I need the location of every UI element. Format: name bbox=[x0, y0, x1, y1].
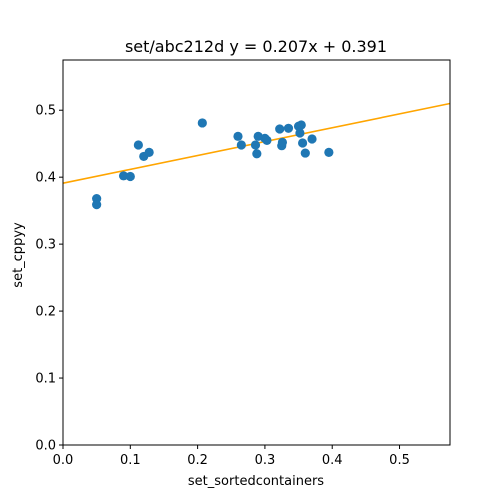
data-point bbox=[324, 147, 334, 157]
data-point bbox=[295, 128, 305, 138]
chart-title: set/abc212d y = 0.207x + 0.391 bbox=[125, 37, 387, 56]
data-point bbox=[252, 149, 262, 159]
y-tick-label: 0.2 bbox=[35, 305, 56, 320]
y-tick-label: 0.1 bbox=[35, 372, 56, 387]
y-tick-label: 0.5 bbox=[35, 104, 56, 119]
y-tick-label: 0.4 bbox=[35, 171, 56, 186]
data-point bbox=[307, 134, 317, 144]
data-point bbox=[300, 148, 310, 158]
data-point bbox=[125, 171, 135, 182]
data-point bbox=[133, 140, 143, 150]
data-point bbox=[233, 131, 243, 141]
y-axis-label: set_cppyy bbox=[11, 222, 26, 288]
data-point bbox=[275, 124, 285, 134]
data-point bbox=[236, 140, 246, 150]
x-tick-label: 0.5 bbox=[389, 453, 410, 468]
plot-frame bbox=[62, 59, 451, 446]
x-axis-ticks: 0.0 0.1 0.2 0.3 0.4 0.5 bbox=[53, 445, 410, 468]
y-tick-label: 0.3 bbox=[35, 238, 56, 253]
x-tick-label: 0.1 bbox=[120, 453, 141, 468]
data-point bbox=[262, 135, 272, 145]
data-point bbox=[298, 138, 308, 148]
x-tick-label: 0.4 bbox=[322, 453, 343, 468]
data-point bbox=[283, 123, 294, 133]
data-point bbox=[250, 140, 261, 150]
x-tick-label: 0.0 bbox=[53, 453, 74, 468]
x-axis-label: set_sortedcontainers bbox=[188, 474, 324, 489]
data-point bbox=[118, 171, 129, 181]
data-point bbox=[296, 120, 306, 130]
data-point bbox=[277, 137, 288, 147]
data-points bbox=[92, 118, 334, 210]
data-point bbox=[92, 200, 102, 210]
y-tick-label: 0.0 bbox=[35, 439, 56, 454]
data-point bbox=[197, 118, 207, 128]
x-tick-label: 0.2 bbox=[187, 453, 208, 468]
y-axis-ticks: 0.0 0.1 0.2 0.3 0.4 0.5 bbox=[35, 104, 63, 454]
x-tick-label: 0.3 bbox=[255, 453, 276, 468]
data-point bbox=[144, 147, 154, 157]
